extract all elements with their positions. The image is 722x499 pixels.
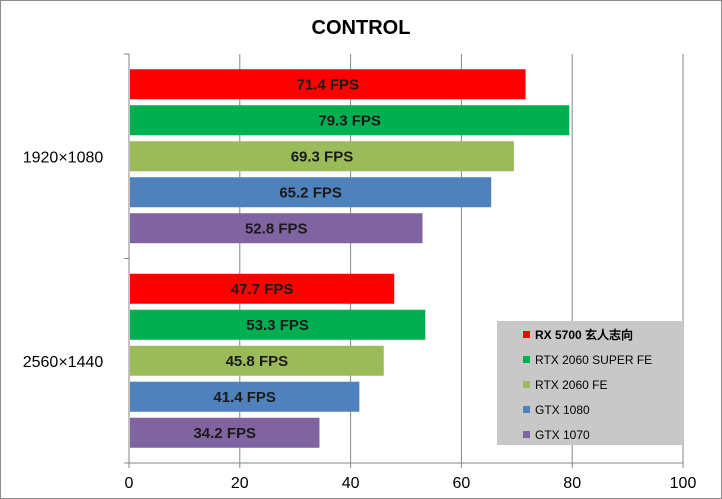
x-tick-label: 0 xyxy=(125,475,134,492)
bar xyxy=(130,177,492,208)
bar-data-label: 41.4 FPS xyxy=(213,389,276,406)
chart-title: CONTROL xyxy=(312,17,411,39)
bar-data-label: 45.8 FPS xyxy=(226,353,289,370)
legend-swatch xyxy=(523,381,530,388)
bars: 71.4 FPS 79.3 FPS 69.3 FPS 65.2 FPS 52.8 FPS… xyxy=(130,69,570,448)
bar-data-label: 52.8 FPS xyxy=(245,220,308,237)
bar-data-label: 47.7 FPS xyxy=(231,281,294,298)
bar xyxy=(130,381,360,412)
bar xyxy=(130,345,384,376)
legend-swatch xyxy=(523,356,530,363)
legend-swatch xyxy=(523,331,530,338)
bar xyxy=(130,141,514,172)
bar xyxy=(130,69,526,100)
bar-data-label: 69.3 FPS xyxy=(291,148,354,165)
x-tick-label: 20 xyxy=(231,475,249,492)
bar-data-label: 65.2 FPS xyxy=(279,184,342,201)
x-tick-label: 60 xyxy=(453,475,471,492)
legend-entry: RTX 2060 FE xyxy=(535,378,607,392)
bar xyxy=(130,417,320,448)
legend-entry: GTX 1080 xyxy=(535,403,590,417)
legend-swatch xyxy=(523,431,530,438)
bar xyxy=(130,105,570,136)
legend: RX 5700 玄人志向 RTX 2060 SUPER FE RTX 2060 FE… xyxy=(497,321,683,445)
bar-data-label: 71.4 FPS xyxy=(297,76,360,93)
axes: 0 20 40 60 80 100 1920×1080 2560×1440 xyxy=(23,53,697,492)
x-tick-label: 40 xyxy=(342,475,360,492)
legend-entry: RTX 2060 SUPER FE xyxy=(535,353,652,367)
legend-swatch xyxy=(523,406,530,413)
bar-data-label: 34.2 FPS xyxy=(193,425,256,442)
bar xyxy=(130,213,423,244)
bar xyxy=(130,309,426,340)
bar-data-label: 53.3 FPS xyxy=(246,317,309,334)
bar-data-label: 79.3 FPS xyxy=(318,112,381,129)
legend-entry: RX 5700 玄人志向 xyxy=(535,327,633,342)
category-label: 1920×1080 xyxy=(23,149,104,166)
legend-entry: GTX 1070 xyxy=(535,428,590,442)
category-label: 2560×1440 xyxy=(23,354,104,371)
x-tick-label: 80 xyxy=(563,475,581,492)
x-tick-label: 100 xyxy=(670,475,697,492)
bar xyxy=(130,273,395,304)
